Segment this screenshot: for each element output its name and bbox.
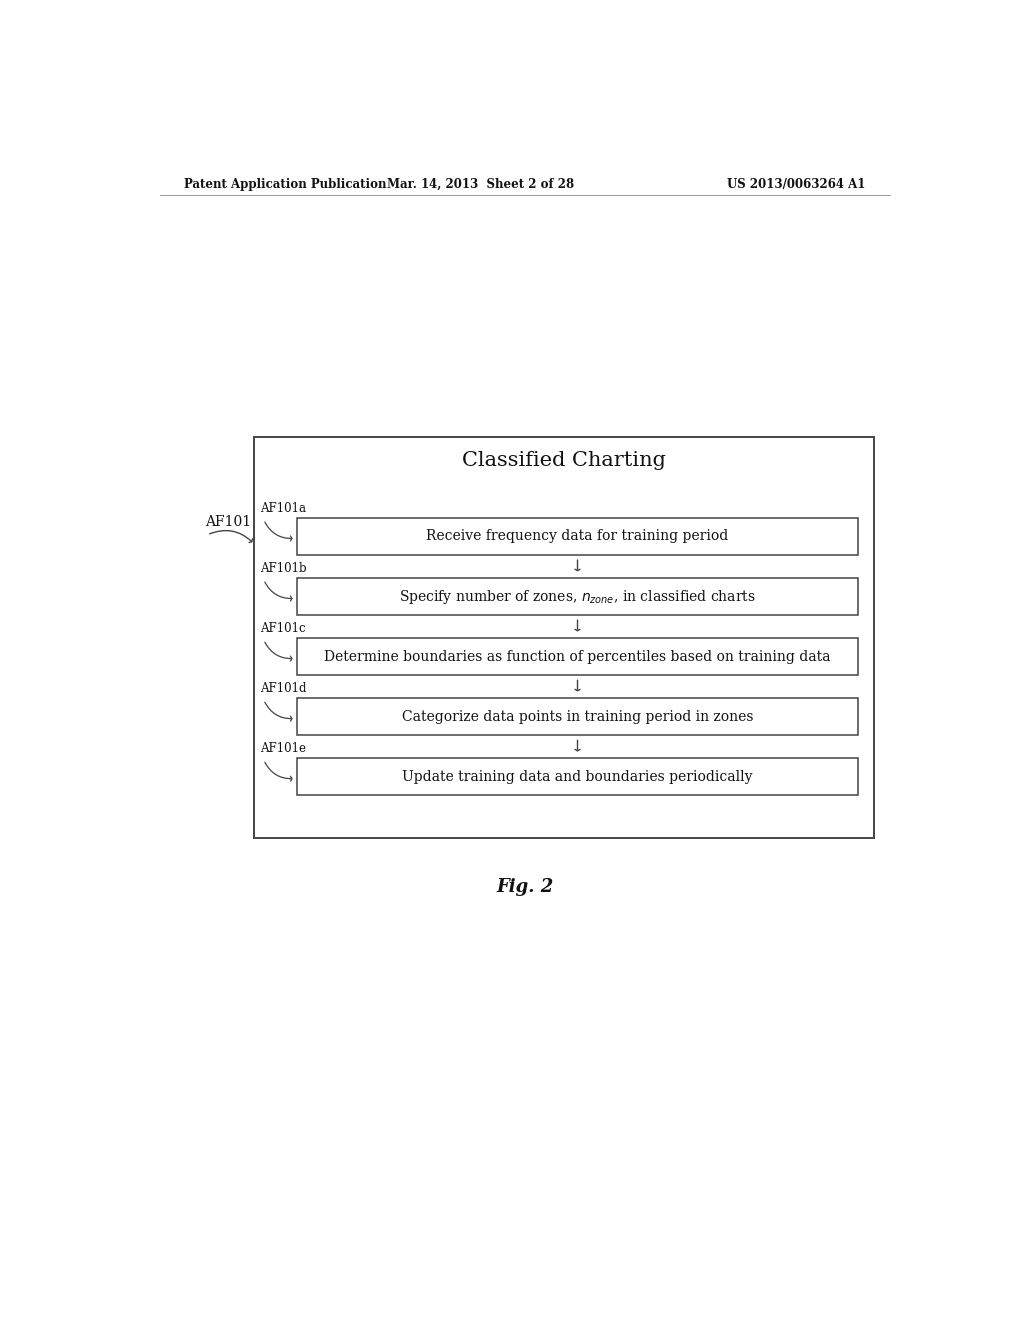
Text: Patent Application Publication: Patent Application Publication [183,178,386,190]
Text: Categorize data points in training period in zones: Categorize data points in training perio… [401,710,754,723]
Text: Mar. 14, 2013  Sheet 2 of 28: Mar. 14, 2013 Sheet 2 of 28 [387,178,574,190]
Bar [297,517,858,554]
Text: Determine boundaries as function of percentiles based on training data: Determine boundaries as function of perc… [325,649,830,664]
Text: AF101d: AF101d [260,682,306,696]
Bar [297,698,858,735]
Text: AF101c: AF101c [260,622,305,635]
Bar [254,437,873,838]
Text: Classified Charting: Classified Charting [462,451,666,470]
Text: AF101: AF101 [206,515,252,529]
Text: AF101b: AF101b [260,562,306,576]
Text: US 2013/0063264 A1: US 2013/0063264 A1 [727,178,866,190]
Bar [297,638,858,675]
Text: AF101a: AF101a [260,502,306,515]
Text: Receive frequency data for training period: Receive frequency data for training peri… [426,529,729,544]
Bar [297,578,858,615]
Text: AF101e: AF101e [260,742,306,755]
Text: Update training data and boundaries periodically: Update training data and boundaries peri… [402,770,753,784]
Bar [297,758,858,795]
Text: Specify number of zones, $n_{zone}$, in classified charts: Specify number of zones, $n_{zone}$, in … [399,587,756,606]
Text: Fig. 2: Fig. 2 [497,878,553,896]
